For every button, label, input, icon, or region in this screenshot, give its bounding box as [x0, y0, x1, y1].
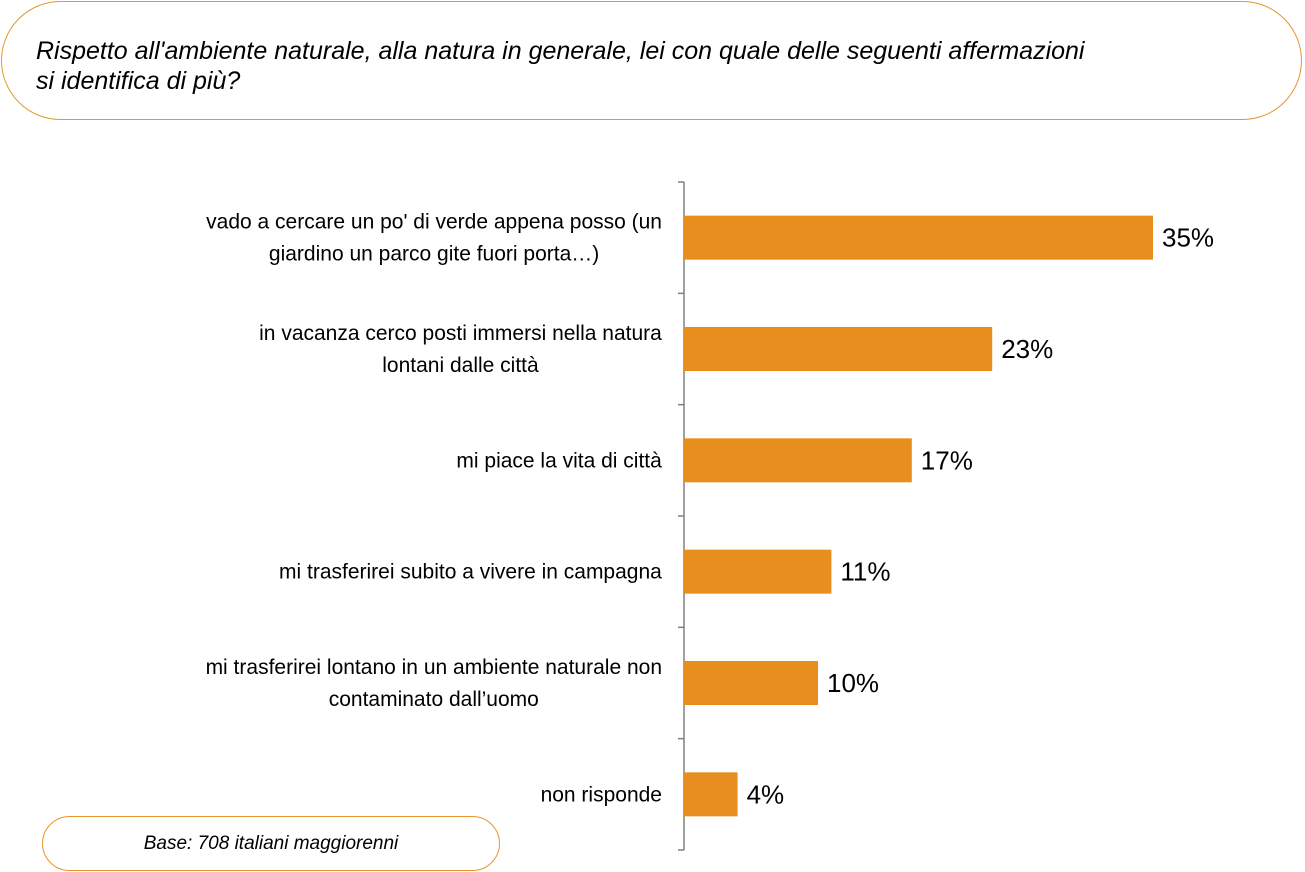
question-line-1: Rispetto all'ambiente naturale, alla nat… [36, 37, 1085, 65]
bar [684, 438, 912, 483]
bar [684, 772, 738, 817]
category-label: non risponde [541, 783, 662, 806]
data-label: 17% [921, 445, 973, 475]
question-box: Rispetto all'ambiente naturale, alla nat… [1, 1, 1302, 120]
category-label: vado a cercare un po' di verde appena po… [206, 211, 662, 266]
base-note: Base: 708 italiani maggiorenni [143, 833, 399, 854]
bar [684, 215, 1153, 260]
data-label: 23% [1001, 334, 1053, 364]
data-label: 35% [1162, 223, 1214, 253]
data-label: 4% [747, 779, 785, 809]
data-label: 10% [827, 668, 879, 698]
category-label: mi trasferirei lontano in un ambiente na… [206, 656, 662, 711]
bar [684, 661, 818, 705]
base-note-box: Base: 708 italiani maggiorenni [42, 816, 500, 871]
bar [684, 549, 832, 594]
category-label: mi trasferirei subito a vivere in campag… [279, 561, 662, 584]
category-label: in vacanza cerco posti immersi nella nat… [259, 322, 662, 377]
data-label: 11% [840, 557, 890, 587]
question-text: Rispetto all'ambiente naturale, alla nat… [36, 36, 1276, 96]
category-label: mi piace la vita di città [456, 449, 662, 472]
question-line-2: si identifica di più? [36, 67, 241, 95]
bar [684, 327, 993, 371]
